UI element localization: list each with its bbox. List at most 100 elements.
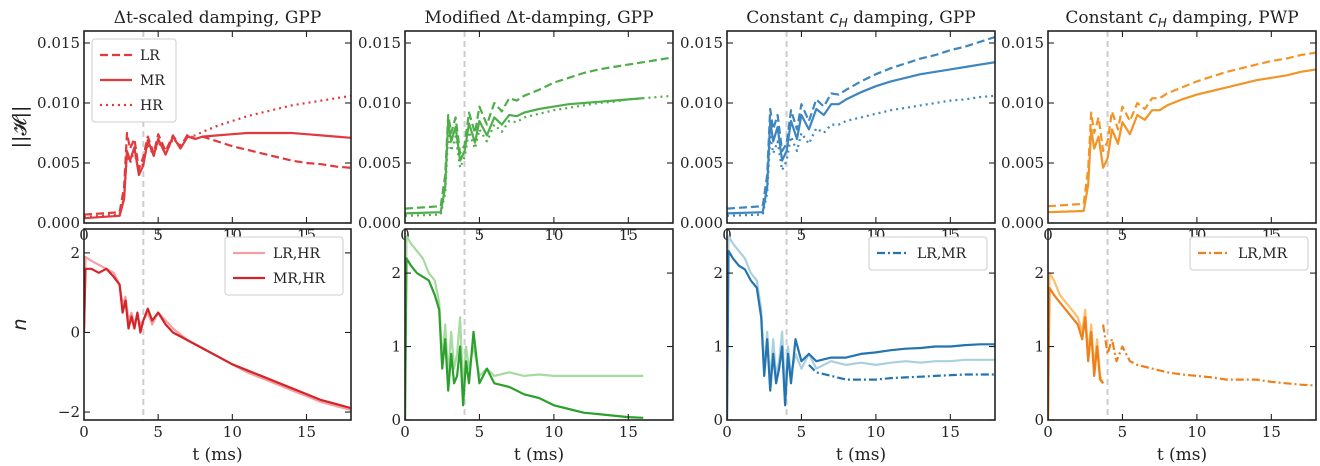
x-tick-label: 15 bbox=[1262, 423, 1281, 441]
x-tick-label: 10 bbox=[544, 423, 563, 441]
legend: LR MR HR bbox=[91, 38, 177, 123]
series-line-3 bbox=[1102, 324, 1316, 387]
x-tick-label: 0 bbox=[722, 423, 732, 441]
subplot-title: Modified Δt-damping, GPP bbox=[424, 8, 653, 28]
legend-label: LR,MR bbox=[1238, 246, 1288, 262]
x-tick-label: 15 bbox=[941, 423, 960, 441]
series-line-3 bbox=[84, 94, 351, 219]
series-line-3 bbox=[405, 94, 673, 217]
y-tick-label: 1 bbox=[391, 338, 401, 356]
y-axis-label: n bbox=[9, 318, 31, 330]
x-tick-label: 5 bbox=[797, 423, 807, 441]
series-line-1 bbox=[1048, 51, 1316, 208]
x-tick-label: 5 bbox=[475, 423, 485, 441]
series-line-2 bbox=[1048, 286, 1104, 420]
y-tick-label: 0.000 bbox=[680, 214, 723, 232]
y-tick-label: 2 bbox=[70, 244, 80, 262]
y-tick-label: 2 bbox=[391, 264, 401, 282]
y-tick-label: 0.015 bbox=[37, 34, 80, 52]
y-tick-label: 0 bbox=[70, 323, 80, 341]
axes-frame bbox=[83, 228, 352, 421]
subplot-6: 0 5 10 15 0 1 2 t (ms) bbox=[391, 228, 674, 465]
x-axis-label: t (ms) bbox=[1157, 445, 1207, 465]
legend-box bbox=[224, 236, 344, 296]
x-tick-label: 0 bbox=[79, 423, 89, 441]
x-tick-label: 5 bbox=[153, 423, 163, 441]
subplot-title: Constant cH damping, PWP bbox=[1065, 8, 1298, 30]
series-line-1 bbox=[1048, 272, 1105, 420]
legend-label: HR bbox=[140, 98, 163, 114]
series-line-1 bbox=[727, 35, 995, 210]
y-tick-label: 0.015 bbox=[680, 34, 723, 52]
y-tick-label: 0.000 bbox=[37, 214, 80, 232]
y-tick-label: 0 bbox=[391, 411, 401, 429]
legend-label: LR bbox=[140, 48, 160, 64]
x-tick-label: 10 bbox=[223, 423, 242, 441]
x-axis-label: t (ms) bbox=[836, 445, 886, 465]
y-axis-label: ||𝓗|| bbox=[9, 106, 31, 149]
y-tick-label: 0.015 bbox=[358, 34, 401, 52]
y-tick-label: 0.010 bbox=[37, 94, 80, 112]
series-line-1 bbox=[84, 255, 351, 412]
x-tick-label: 10 bbox=[866, 423, 885, 441]
y-tick-label: 0.005 bbox=[680, 154, 723, 172]
y-tick-label: 0 bbox=[1034, 411, 1044, 429]
x-tick-label: 10 bbox=[1187, 423, 1206, 441]
axes-frame bbox=[404, 228, 674, 421]
y-tick-label: 1 bbox=[713, 338, 723, 356]
x-axis-label: t (ms) bbox=[192, 445, 242, 465]
legend-label: MR bbox=[140, 73, 165, 89]
subplot-7: 0 5 10 15 0 1 2 t (ms) LR,MR bbox=[713, 228, 996, 465]
x-tick-label: 0 bbox=[1043, 423, 1053, 441]
y-tick-label: 0.000 bbox=[358, 214, 401, 232]
legend-box bbox=[91, 38, 177, 123]
series-line-2 bbox=[84, 267, 351, 410]
y-tick-label: 0.010 bbox=[358, 94, 401, 112]
y-tick-label: 0 bbox=[713, 411, 723, 429]
legend: LR,MR bbox=[868, 236, 988, 271]
y-tick-label: 0.005 bbox=[358, 154, 401, 172]
legend-label: LR,HR bbox=[273, 246, 320, 262]
y-tick-label: 2 bbox=[1034, 264, 1044, 282]
series-line-2 bbox=[405, 97, 644, 215]
axes-frame bbox=[726, 30, 996, 224]
legend: LR,MR bbox=[1189, 236, 1309, 271]
axes-frame bbox=[1047, 228, 1317, 421]
subplot-5: 0 5 10 15 −2 0 2 t (ms) n LR,HR MR,HR bbox=[9, 228, 352, 465]
subplot-title: Δt-scaled damping, GPP bbox=[114, 8, 322, 28]
x-axis-label: t (ms) bbox=[514, 445, 564, 465]
x-tick-label: 15 bbox=[619, 423, 638, 441]
legend: LR,HR MR,HR bbox=[224, 236, 344, 296]
y-tick-label: 0.015 bbox=[1001, 34, 1044, 52]
axes-frame bbox=[1047, 30, 1317, 224]
subplot-title: Constant cH damping, GPP bbox=[746, 8, 975, 30]
x-tick-label: 5 bbox=[1118, 423, 1128, 441]
series-line-2 bbox=[727, 249, 995, 420]
series-line-2 bbox=[405, 257, 644, 420]
axes-frame bbox=[404, 30, 674, 224]
y-tick-label: 0.010 bbox=[1001, 94, 1044, 112]
y-tick-label: 2 bbox=[713, 264, 723, 282]
legend-box bbox=[868, 236, 988, 271]
legend-box bbox=[1189, 236, 1309, 271]
y-tick-label: 1 bbox=[1034, 338, 1044, 356]
x-tick-label: 0 bbox=[400, 423, 410, 441]
y-tick-label: 0.000 bbox=[1001, 214, 1044, 232]
subplot-8: 0 5 10 15 0 1 2 t (ms) LR,MR bbox=[1034, 228, 1317, 465]
legend-label: LR,MR bbox=[917, 246, 967, 262]
axes-frame bbox=[726, 228, 996, 421]
series-line-2 bbox=[727, 61, 995, 215]
series-line-3 bbox=[808, 364, 995, 381]
series-line-1 bbox=[405, 56, 673, 210]
y-tick-label: 0.010 bbox=[680, 94, 723, 112]
legend-label: MR,HR bbox=[273, 271, 326, 287]
y-tick-label: 0.005 bbox=[37, 154, 80, 172]
axes-frame bbox=[83, 30, 352, 224]
x-tick-label: 15 bbox=[297, 423, 316, 441]
series-line-2 bbox=[1048, 68, 1316, 214]
